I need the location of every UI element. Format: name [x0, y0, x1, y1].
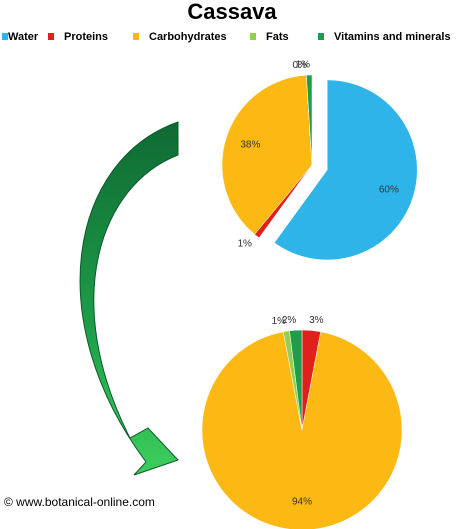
pie-slice [289, 329, 303, 431]
pie-slice [306, 74, 313, 166]
value-label: 1% [237, 239, 252, 250]
legend-swatch [48, 33, 54, 40]
legend-swatch [318, 33, 324, 40]
source: © www.botanical-online.com [4, 495, 155, 509]
legend-swatch [250, 33, 256, 40]
value-label: 94% [292, 497, 312, 508]
value-label: 2% [282, 315, 297, 326]
legend-label: Fats [266, 31, 289, 43]
arrow [79, 121, 179, 476]
pie-slice [201, 331, 403, 529]
legend-label: Vitamins and minerals [334, 31, 451, 43]
chart-title: Cassava [187, 0, 277, 24]
legend-label: Water [8, 31, 39, 43]
legend-label: Proteins [64, 31, 108, 43]
legend-label: Carbohydrates [149, 31, 227, 43]
value-label: 1% [296, 60, 311, 71]
value-label: 38% [240, 140, 260, 151]
value-label: 0% [292, 60, 307, 71]
pie-slice [221, 74, 313, 235]
pie-slice [273, 79, 418, 261]
value-label: 60% [379, 185, 399, 196]
legend-swatch [133, 33, 139, 40]
value-label: 3% [309, 315, 324, 326]
legend-swatch [2, 33, 8, 40]
value-label: 1% [272, 316, 287, 327]
